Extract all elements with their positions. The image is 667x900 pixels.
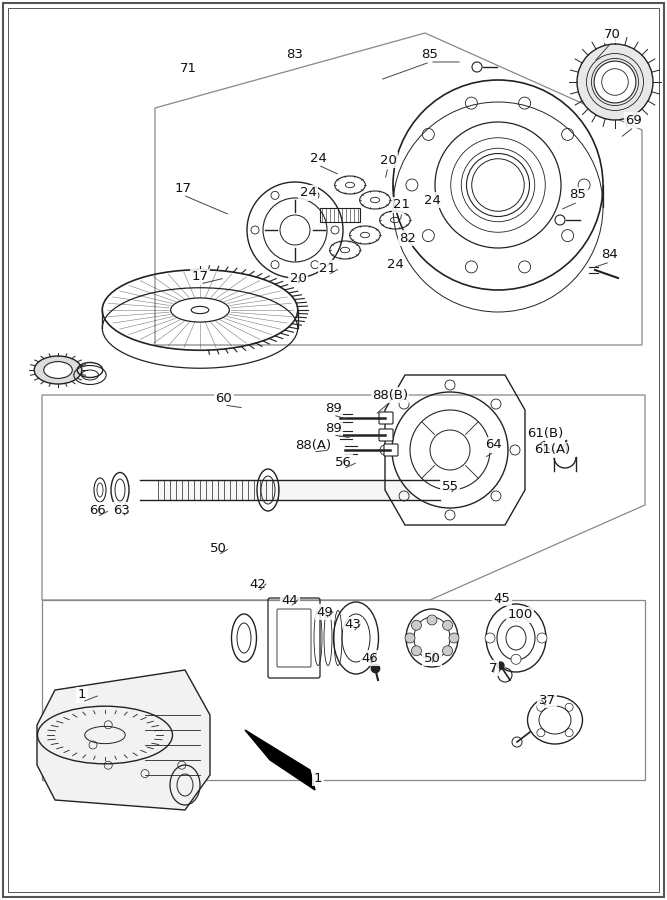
Text: 69: 69	[626, 113, 642, 127]
Circle shape	[537, 633, 547, 643]
Ellipse shape	[44, 362, 72, 378]
Text: 83: 83	[287, 49, 303, 61]
Circle shape	[422, 230, 434, 241]
Circle shape	[405, 633, 415, 643]
Text: 89: 89	[325, 421, 342, 435]
Ellipse shape	[34, 356, 82, 384]
Text: 55: 55	[442, 481, 458, 493]
Text: 89: 89	[325, 401, 342, 415]
Text: 100: 100	[508, 608, 533, 622]
Text: 61(A): 61(A)	[534, 444, 570, 456]
Circle shape	[519, 97, 531, 109]
Text: 17: 17	[191, 271, 209, 284]
Text: 84: 84	[602, 248, 618, 262]
Text: 56: 56	[335, 455, 352, 469]
Circle shape	[519, 261, 531, 273]
Text: 43: 43	[345, 618, 362, 632]
Circle shape	[443, 646, 452, 656]
Text: 1: 1	[78, 688, 86, 701]
Circle shape	[412, 620, 422, 630]
Circle shape	[577, 44, 653, 120]
Text: 71: 71	[179, 61, 197, 75]
Polygon shape	[37, 670, 210, 810]
Text: 24: 24	[309, 151, 326, 165]
Circle shape	[562, 129, 574, 140]
Text: 44: 44	[281, 593, 298, 607]
Text: 37: 37	[538, 694, 556, 706]
Text: 7: 7	[489, 662, 498, 674]
Circle shape	[449, 633, 459, 643]
Text: 46: 46	[362, 652, 378, 664]
Text: 88(A): 88(A)	[295, 438, 331, 452]
Text: 70: 70	[604, 29, 620, 41]
Circle shape	[427, 651, 437, 661]
Text: 64: 64	[486, 438, 502, 452]
Circle shape	[422, 129, 434, 140]
Text: 24: 24	[387, 258, 404, 272]
Circle shape	[511, 612, 521, 622]
Circle shape	[466, 261, 478, 273]
Circle shape	[427, 615, 437, 625]
Text: 85: 85	[570, 188, 586, 202]
Polygon shape	[245, 730, 315, 790]
Text: 61(B): 61(B)	[527, 427, 563, 439]
Text: 20: 20	[380, 154, 396, 166]
Circle shape	[511, 654, 521, 664]
Circle shape	[578, 179, 590, 191]
Text: 24: 24	[424, 194, 440, 206]
Text: 60: 60	[215, 392, 232, 404]
Text: 66: 66	[89, 503, 105, 517]
Text: 21: 21	[394, 199, 410, 212]
Circle shape	[406, 179, 418, 191]
FancyBboxPatch shape	[379, 429, 393, 441]
Text: 20: 20	[289, 272, 306, 284]
Text: 24: 24	[299, 186, 316, 200]
Circle shape	[412, 646, 422, 656]
Circle shape	[443, 620, 452, 630]
Text: 42: 42	[249, 579, 266, 591]
FancyBboxPatch shape	[379, 412, 393, 424]
Text: 85: 85	[422, 49, 438, 61]
Text: 82: 82	[400, 231, 416, 245]
Text: 63: 63	[113, 503, 131, 517]
Text: 50: 50	[424, 652, 440, 664]
Circle shape	[466, 97, 478, 109]
Text: 50: 50	[209, 542, 226, 554]
Text: 88(B): 88(B)	[372, 389, 408, 401]
FancyBboxPatch shape	[384, 444, 398, 456]
Text: 17: 17	[175, 182, 191, 194]
Circle shape	[562, 230, 574, 241]
Circle shape	[594, 61, 636, 103]
Text: 1: 1	[313, 771, 322, 785]
Text: 49: 49	[317, 606, 334, 618]
Text: 21: 21	[319, 262, 336, 274]
Circle shape	[485, 633, 495, 643]
Text: 45: 45	[494, 591, 510, 605]
